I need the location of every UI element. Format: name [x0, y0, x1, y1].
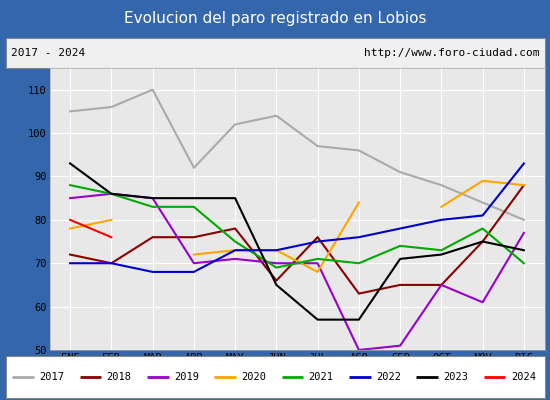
Text: 2024: 2024	[511, 372, 536, 382]
Text: 2020: 2020	[241, 372, 266, 382]
Text: 2021: 2021	[309, 372, 334, 382]
Text: 2017: 2017	[39, 372, 64, 382]
Text: http://www.foro-ciudad.com: http://www.foro-ciudad.com	[364, 48, 539, 58]
Text: 2017 - 2024: 2017 - 2024	[11, 48, 85, 58]
Text: 2019: 2019	[174, 372, 199, 382]
Text: 2018: 2018	[107, 372, 131, 382]
Text: 2023: 2023	[443, 372, 469, 382]
Text: Evolucion del paro registrado en Lobios: Evolucion del paro registrado en Lobios	[124, 12, 426, 26]
Text: 2022: 2022	[376, 372, 401, 382]
